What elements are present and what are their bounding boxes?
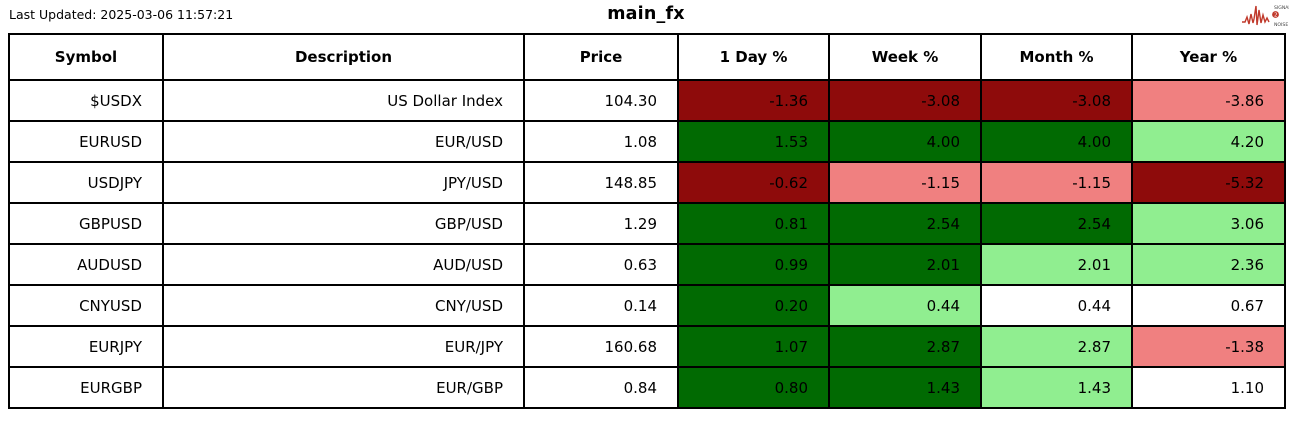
price-cell: 1.08: [523, 120, 679, 163]
table-row: CNYUSD CNY/USD 0.14 0.20 0.44 0.44 0.67: [8, 284, 1286, 327]
logo-word-mid: 2: [1274, 13, 1278, 19]
price-cell: 104.30: [523, 79, 679, 122]
year-pct-cell: -5.32: [1131, 161, 1286, 204]
symbol-cell: AUDUSD: [8, 243, 164, 286]
top-bar: Last Updated: 2025-03-06 11:57:21 main_f…: [0, 0, 1292, 33]
table-row: GBPUSD GBP/USD 1.29 0.81 2.54 2.54 3.06: [8, 202, 1286, 245]
table-row: EURJPY EUR/JPY 160.68 1.07 2.87 2.87 -1.…: [8, 325, 1286, 368]
day-pct-cell: 1.07: [677, 325, 830, 368]
month-pct-cell: 0.44: [980, 284, 1133, 327]
symbol-cell: $USDX: [8, 79, 164, 122]
col-header-week: Week %: [828, 33, 982, 81]
table-header-row: Symbol Description Price 1 Day % Week % …: [8, 33, 1286, 81]
symbol-cell: EURJPY: [8, 325, 164, 368]
price-cell: 0.84: [523, 366, 679, 409]
col-header-1day: 1 Day %: [677, 33, 830, 81]
year-pct-cell: 1.10: [1131, 366, 1286, 409]
day-pct-cell: 0.20: [677, 284, 830, 327]
col-header-description: Description: [162, 33, 525, 81]
logo-circle-icon: [1272, 11, 1279, 18]
price-cell: 148.85: [523, 161, 679, 204]
day-pct-cell: -0.62: [677, 161, 830, 204]
week-pct-cell: 1.43: [828, 366, 982, 409]
month-pct-cell: 2.01: [980, 243, 1133, 286]
description-cell: EUR/GBP: [162, 366, 525, 409]
year-pct-cell: -3.86: [1131, 79, 1286, 122]
symbol-cell: CNYUSD: [8, 284, 164, 327]
week-pct-cell: 0.44: [828, 284, 982, 327]
week-pct-cell: 2.01: [828, 243, 982, 286]
table-row: EURUSD EUR/USD 1.08 1.53 4.00 4.00 4.20: [8, 120, 1286, 163]
signal-noise-logo: SIGNAL 2 NOISE: [1242, 5, 1289, 28]
logo-word-bottom: NOISE: [1274, 22, 1288, 28]
col-header-symbol: Symbol: [8, 33, 164, 81]
col-header-year: Year %: [1131, 33, 1286, 81]
year-pct-cell: 2.36: [1131, 243, 1286, 286]
price-cell: 0.63: [523, 243, 679, 286]
table-row: EURGBP EUR/GBP 0.84 0.80 1.43 1.43 1.10: [8, 366, 1286, 409]
symbol-cell: EURUSD: [8, 120, 164, 163]
symbol-cell: GBPUSD: [8, 202, 164, 245]
month-pct-cell: 2.87: [980, 325, 1133, 368]
day-pct-cell: -1.36: [677, 79, 830, 122]
logo-word-top: SIGNAL: [1274, 5, 1289, 11]
description-cell: EUR/JPY: [162, 325, 525, 368]
price-cell: 0.14: [523, 284, 679, 327]
description-cell: AUD/USD: [162, 243, 525, 286]
day-pct-cell: 1.53: [677, 120, 830, 163]
week-pct-cell: 2.54: [828, 202, 982, 245]
price-cell: 160.68: [523, 325, 679, 368]
day-pct-cell: 0.99: [677, 243, 830, 286]
table-row: AUDUSD AUD/USD 0.63 0.99 2.01 2.01 2.36: [8, 243, 1286, 286]
price-cell: 1.29: [523, 202, 679, 245]
fx-quotes-table: Symbol Description Price 1 Day % Week % …: [8, 33, 1286, 409]
waveform-icon: [1242, 5, 1270, 26]
week-pct-cell: 4.00: [828, 120, 982, 163]
fx-table: Symbol Description Price 1 Day % Week % …: [8, 33, 1286, 409]
month-pct-cell: 2.54: [980, 202, 1133, 245]
week-pct-cell: 2.87: [828, 325, 982, 368]
last-updated-timestamp: Last Updated: 2025-03-06 11:57:21: [9, 7, 234, 22]
table-row: $USDX US Dollar Index 104.30 -1.36 -3.08…: [8, 79, 1286, 122]
year-pct-cell: 4.20: [1131, 120, 1286, 163]
year-pct-cell: -1.38: [1131, 325, 1286, 368]
symbol-cell: EURGBP: [8, 366, 164, 409]
year-pct-cell: 3.06: [1131, 202, 1286, 245]
year-pct-cell: 0.67: [1131, 284, 1286, 327]
page-title: main_fx: [607, 4, 685, 24]
month-pct-cell: 4.00: [980, 120, 1133, 163]
day-pct-cell: 0.80: [677, 366, 830, 409]
description-cell: US Dollar Index: [162, 79, 525, 122]
col-header-price: Price: [523, 33, 679, 81]
description-cell: EUR/USD: [162, 120, 525, 163]
day-pct-cell: 0.81: [677, 202, 830, 245]
col-header-month: Month %: [980, 33, 1133, 81]
month-pct-cell: -3.08: [980, 79, 1133, 122]
description-cell: GBP/USD: [162, 202, 525, 245]
week-pct-cell: -3.08: [828, 79, 982, 122]
month-pct-cell: 1.43: [980, 366, 1133, 409]
description-cell: JPY/USD: [162, 161, 525, 204]
description-cell: CNY/USD: [162, 284, 525, 327]
month-pct-cell: -1.15: [980, 161, 1133, 204]
table-row: USDJPY JPY/USD 148.85 -0.62 -1.15 -1.15 …: [8, 161, 1286, 204]
week-pct-cell: -1.15: [828, 161, 982, 204]
symbol-cell: USDJPY: [8, 161, 164, 204]
